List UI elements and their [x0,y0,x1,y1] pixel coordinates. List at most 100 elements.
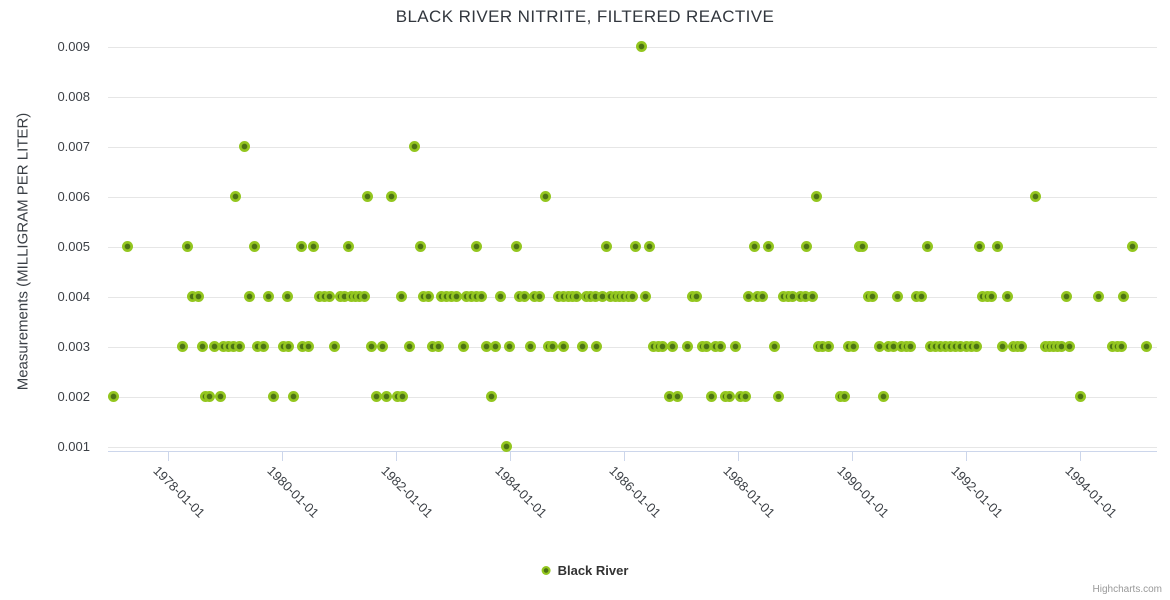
data-point[interactable] [268,391,280,402]
data-point[interactable] [857,241,869,252]
data-point[interactable] [243,291,255,302]
data-point[interactable] [874,341,886,352]
data-point[interactable] [1030,191,1042,202]
data-point[interactable] [471,241,483,252]
data-point[interactable] [1117,291,1129,302]
data-point[interactable] [475,291,487,302]
data-point[interactable] [257,341,269,352]
data-point[interactable] [730,341,742,352]
data-point[interactable] [916,291,928,302]
data-point[interactable] [511,241,523,252]
data-point[interactable] [630,241,642,252]
data-point[interactable] [422,291,434,302]
data-point[interactable] [501,441,512,452]
data-point[interactable] [524,341,536,352]
data-point[interactable] [817,341,829,352]
data-point[interactable] [1016,341,1028,352]
data-point[interactable] [546,341,558,352]
highcharts-credit[interactable]: Highcharts.com [1092,584,1162,595]
data-point[interactable] [457,341,469,352]
data-point[interactable] [590,341,602,352]
data-point[interactable] [495,291,507,302]
data-point[interactable] [238,141,250,152]
data-point[interactable] [589,291,601,302]
data-point[interactable] [1092,291,1104,302]
data-point[interactable] [986,291,998,302]
data-point[interactable] [1126,241,1138,252]
data-point[interactable] [839,391,851,402]
data-point[interactable] [451,291,463,302]
data-point[interactable] [107,391,119,402]
data-point[interactable] [404,341,416,352]
data-point[interactable] [1116,341,1128,352]
data-point[interactable] [371,391,383,402]
data-point[interactable] [714,341,726,352]
data-point[interactable] [234,341,246,352]
data-point[interactable] [768,341,780,352]
data-point[interactable] [328,341,340,352]
data-point[interactable] [533,291,545,302]
data-point[interactable] [396,291,408,302]
data-point[interactable] [921,241,933,252]
data-point[interactable] [682,341,694,352]
data-point[interactable] [787,291,799,302]
data-point[interactable] [763,241,775,252]
data-point[interactable] [283,341,295,352]
data-point[interactable] [365,341,377,352]
data-point[interactable] [701,341,713,352]
data-point[interactable] [263,291,275,302]
data-point[interactable] [396,391,408,402]
data-point[interactable] [640,291,652,302]
data-point[interactable] [1060,291,1072,302]
data-point[interactable] [1064,341,1076,352]
data-point[interactable] [385,191,397,202]
data-point[interactable] [743,291,755,302]
data-point[interactable] [811,191,823,202]
data-point[interactable] [596,291,608,302]
data-point[interactable] [1141,341,1153,352]
data-point[interactable] [489,341,501,352]
data-point[interactable] [288,391,300,402]
data-point[interactable] [823,341,835,352]
data-point[interactable] [362,191,374,202]
data-point[interactable] [192,291,204,302]
data-point[interactable] [203,391,215,402]
data-point[interactable] [806,291,818,302]
data-point[interactable] [799,291,811,302]
data-point[interactable] [503,341,515,352]
data-point[interactable] [970,341,982,352]
data-point[interactable] [485,391,497,402]
data-point[interactable] [308,241,320,252]
data-point[interactable] [800,241,812,252]
data-point[interactable] [181,241,193,252]
data-point[interactable] [749,241,760,252]
data-point[interactable] [576,341,588,352]
data-point[interactable] [601,241,613,252]
data-point[interactable] [705,391,717,402]
data-point[interactable] [519,291,531,302]
data-point[interactable] [540,191,552,202]
data-point[interactable] [627,291,638,302]
data-point[interactable] [974,241,986,252]
data-point[interactable] [197,341,209,352]
data-point[interactable] [723,391,735,402]
data-point[interactable] [342,241,354,252]
data-point[interactable] [558,341,570,352]
data-point[interactable] [229,191,241,202]
data-point[interactable] [122,241,134,252]
data-point[interactable] [302,341,314,352]
data-point[interactable] [1074,391,1086,402]
data-point[interactable] [756,291,768,302]
data-point[interactable] [772,391,784,402]
data-point[interactable] [571,291,583,302]
data-point[interactable] [414,241,426,252]
data-point[interactable] [339,291,351,302]
data-point[interactable] [380,391,392,402]
data-point[interactable] [432,341,444,352]
data-point[interactable] [324,291,336,302]
data-point[interactable] [739,391,751,402]
data-point[interactable] [666,341,678,352]
data-point[interactable] [997,341,1008,352]
data-point[interactable] [228,341,240,352]
data-point[interactable] [887,341,899,352]
